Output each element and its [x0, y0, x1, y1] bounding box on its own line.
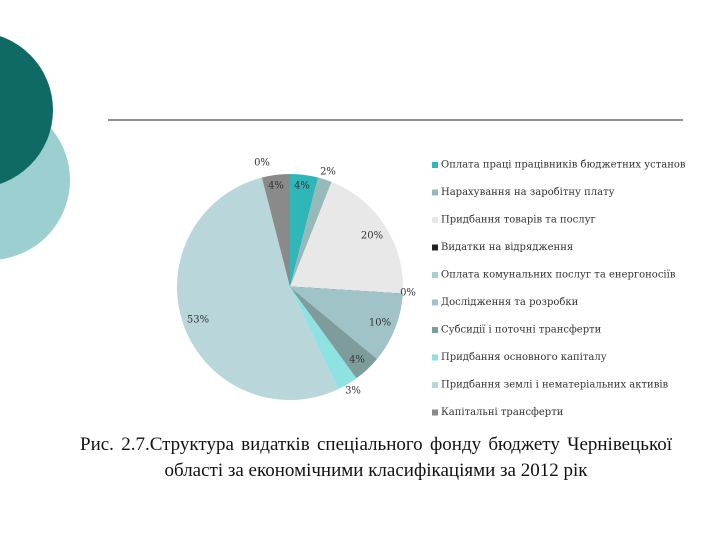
legend-label: Оплата праці працівників бюджетних устан… — [441, 160, 686, 171]
data-label: 4% — [268, 181, 284, 192]
legend-swatch — [432, 272, 438, 278]
legend-swatch — [432, 299, 438, 306]
legend-swatch — [432, 382, 438, 388]
pie-slice — [290, 177, 332, 287]
legend-swatch — [432, 354, 438, 361]
legend-label: Придбання землі і нематеріальних активів — [441, 380, 669, 391]
legend-swatch — [432, 162, 438, 168]
legend-swatch — [432, 327, 438, 333]
legend-label: Видатки на відрядження — [441, 242, 573, 253]
legend-label: Субсидії і поточні трансферти — [441, 325, 602, 336]
pie-slice — [176, 177, 339, 401]
legend-label: Дослідження та розробки — [441, 297, 579, 308]
pie-slice — [290, 287, 378, 379]
data-label: 4% — [294, 181, 310, 192]
data-label: 0% — [254, 158, 270, 169]
legend-label: Придбання товарів та послуг — [441, 215, 596, 226]
legend-label: Оплата комунальних послуг та енергоносії… — [441, 270, 676, 281]
legend-label: Нарахування на заробітну плату — [441, 187, 615, 198]
legend-label: Капітальні трансферти — [441, 407, 564, 418]
data-label: 2% — [320, 167, 336, 178]
data-label: 3% — [345, 386, 361, 397]
pie-slice — [261, 174, 290, 287]
data-label: 0% — [400, 288, 416, 299]
data-label: 20% — [361, 231, 383, 242]
pie-slice — [290, 287, 403, 360]
caption: Рис. 2.7.Структура видатків спеціального… — [80, 434, 672, 481]
legend-swatch — [432, 244, 438, 251]
legend-label: Придбання основного капіталу — [441, 352, 607, 363]
decor-circle — [0, 36, 53, 184]
pie-slice — [289, 286, 403, 295]
pie-slice — [290, 287, 357, 390]
legend-swatch — [432, 189, 438, 196]
pie-slice — [290, 181, 403, 295]
legend-swatch — [432, 409, 438, 416]
data-label: 4% — [349, 355, 365, 366]
data-label: 53% — [187, 315, 209, 326]
legend-swatch — [432, 217, 438, 223]
pie-slice — [290, 174, 319, 287]
data-label: 10% — [369, 318, 391, 329]
